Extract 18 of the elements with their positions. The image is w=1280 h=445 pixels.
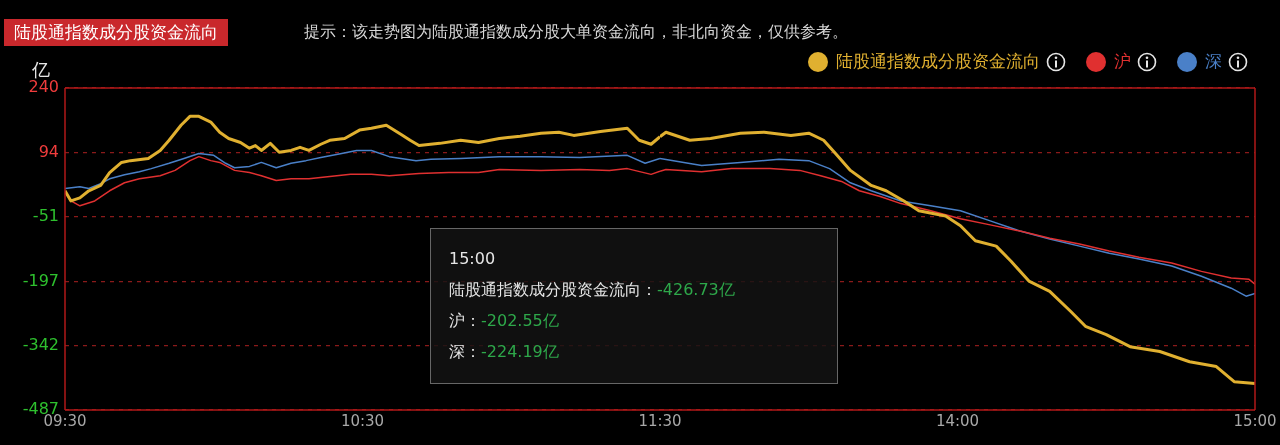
chart-title: 陆股通指数成分股资金流向: [4, 19, 228, 46]
y-tick-label: -197: [22, 270, 59, 290]
annotation: 深：-224.19亿: [449, 342, 559, 361]
x-tick-label: 11:30: [638, 411, 682, 430]
x-tick-label: 10:30: [340, 411, 385, 430]
y-tick-label: -342: [22, 334, 59, 354]
y-tick-label: 94: [38, 141, 59, 161]
legend-label: 陆股通指数成分股资金流向: [836, 50, 1040, 73]
x-tick-label: 15:00: [1233, 411, 1277, 430]
annotation: 陆股通指数成分股资金流向：-426.73亿: [449, 280, 735, 299]
legend-label: 深: [1205, 50, 1222, 73]
legend-label: 沪: [1114, 50, 1131, 73]
y-tick-label: -51: [32, 206, 59, 226]
chart-subtitle: 提示：该走势图为陆股通指数成分股大单资金流向，非北向资金，仅供参考。: [304, 21, 848, 43]
annotation: 沪：-202.55亿: [449, 311, 559, 330]
y-axis-title: 亿: [32, 58, 50, 80]
x-tick-label: 14:00: [935, 411, 980, 430]
annotation: 15:00: [449, 249, 496, 268]
